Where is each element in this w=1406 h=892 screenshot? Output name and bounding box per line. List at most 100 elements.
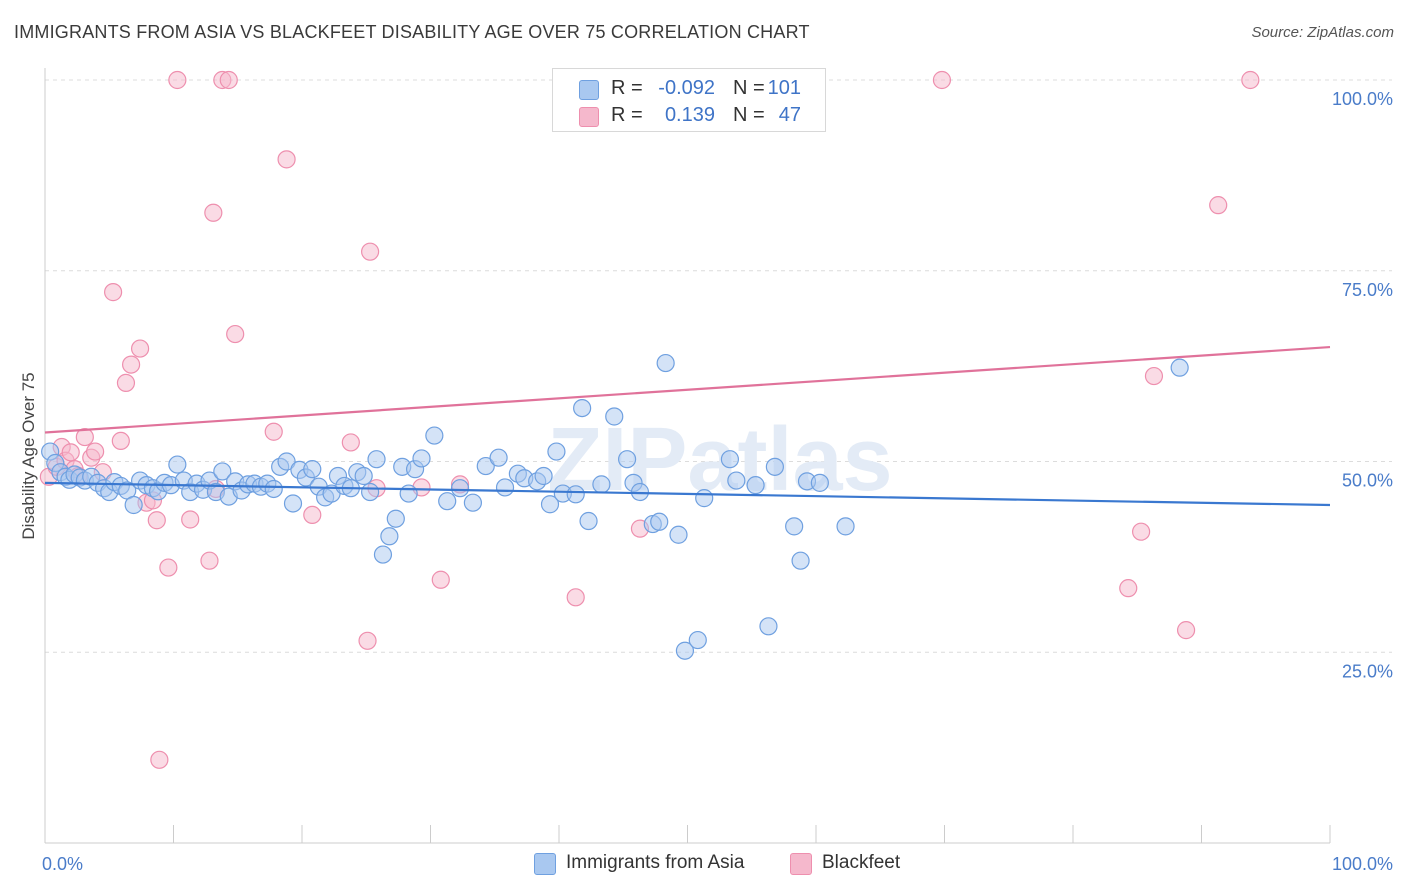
- trend-line: [44, 345, 1331, 434]
- scatter-point: [547, 442, 566, 461]
- scatter-point: [226, 324, 245, 344]
- gridlines: [45, 79, 1392, 653]
- scatter-point: [836, 517, 855, 536]
- bottom-legend-swatch-blackfeet: [790, 853, 812, 875]
- scatter-point: [540, 495, 560, 514]
- y-tick-label: 25.0%: [1342, 661, 1393, 681]
- scatter-point: [476, 456, 495, 476]
- scatter-point: [785, 517, 804, 536]
- scatter-point: [605, 407, 624, 426]
- scatter-point: [264, 479, 283, 499]
- scatter-point: [168, 70, 187, 90]
- scatter-point: [810, 473, 829, 492]
- scatter-point: [150, 750, 169, 769]
- scatter-point: [380, 527, 399, 546]
- bottom-legend-label-asia: Immigrants from Asia: [566, 852, 745, 873]
- legend-n-label: N =: [733, 104, 765, 126]
- scatter-point: [264, 422, 283, 441]
- scatter-point: [168, 455, 187, 474]
- bottom-legend-label-blackfeet: Blackfeet: [822, 852, 901, 873]
- scatter-point: [86, 442, 105, 461]
- scatter-point: [361, 242, 380, 261]
- source-label: Source: ZipAtlas.com: [1251, 24, 1394, 41]
- scatter-point: [566, 485, 585, 504]
- y-tick-labels: 25.0% 50.0% 75.0% 100.0%: [1332, 89, 1393, 681]
- scatter-point: [1132, 522, 1151, 541]
- trend-line: [44, 481, 1331, 507]
- scatter-point: [277, 150, 296, 169]
- legend-r-label: R =: [611, 104, 643, 126]
- scatter-point: [932, 70, 952, 90]
- scatter-point: [104, 283, 123, 302]
- legend-r-value: -0.092: [658, 77, 715, 99]
- scatter-point: [361, 482, 380, 502]
- scatter-point: [450, 479, 470, 498]
- x-tick-labels: 0.0% 100.0%: [42, 854, 1393, 874]
- scatter-point: [489, 448, 508, 467]
- scatter-point: [675, 641, 695, 660]
- scatter-point: [425, 426, 444, 445]
- scatter-point: [1209, 196, 1228, 215]
- scatter-point: [650, 512, 669, 531]
- scatter-point: [181, 510, 200, 529]
- scatter-point: [1144, 366, 1164, 386]
- legend-n-label: N =: [733, 77, 765, 99]
- scatter-point: [1170, 358, 1189, 377]
- scatter-point: [219, 70, 238, 90]
- scatter-point: [688, 630, 707, 650]
- scatter-point: [573, 398, 592, 418]
- scatter-point: [159, 558, 178, 577]
- scatter-point: [727, 471, 746, 490]
- x-tick-label: 0.0%: [42, 854, 83, 874]
- legend-swatch-asia: [579, 80, 599, 100]
- series-blackfeet: [39, 70, 1260, 769]
- scatter-point: [111, 431, 130, 450]
- scatter-point: [367, 450, 386, 469]
- scatter-point: [463, 493, 483, 512]
- scatter-point: [121, 355, 141, 374]
- scatter-point: [720, 450, 740, 469]
- scatter-point: [791, 551, 810, 570]
- scatter-point: [277, 452, 296, 471]
- scatter-point: [1241, 70, 1260, 90]
- y-axis-label: Disability Age Over 75: [19, 372, 38, 539]
- scatter-point: [130, 339, 150, 358]
- series-immigrants-from-asia: [41, 353, 1189, 660]
- scatter-point: [534, 466, 553, 486]
- scatter-point: [75, 427, 94, 447]
- scatter-point: [566, 588, 585, 607]
- legend-n-value: 101: [767, 77, 801, 99]
- scatter-point: [746, 476, 765, 495]
- y-tick-label: 100.0%: [1332, 89, 1393, 109]
- scatter-point: [669, 525, 688, 544]
- scatter-point: [124, 495, 143, 515]
- scatter-point: [1176, 621, 1196, 640]
- y-tick-label: 50.0%: [1342, 471, 1393, 491]
- scatter-point: [358, 631, 377, 650]
- legend-row-asia: R = -0.092 N = 101: [553, 75, 825, 101]
- chart-title: IMMIGRANTS FROM ASIA VS BLACKFEET DISABI…: [14, 22, 810, 42]
- scatter-point: [61, 443, 80, 462]
- scatter-point: [431, 570, 450, 589]
- scatter-point: [1119, 579, 1138, 598]
- legend-swatch-blackfeet: [579, 107, 599, 127]
- legend-r-value: 0.139: [664, 104, 715, 126]
- trend-lines: [44, 345, 1331, 507]
- scatter-point: [695, 489, 714, 508]
- y-tick-label: 75.0%: [1342, 280, 1393, 300]
- scatter-point: [386, 509, 405, 528]
- correlation-legend: R = -0.092 N = 101 R = 0.139 N = 47: [552, 68, 826, 132]
- scatter-point: [200, 551, 219, 570]
- scatter-point: [656, 353, 675, 373]
- scatter-point: [341, 433, 360, 452]
- scatter-point: [303, 460, 322, 479]
- scatter-point: [283, 494, 303, 513]
- scatter-point: [213, 462, 232, 481]
- scatter-point: [765, 457, 784, 476]
- legend-n-value: 47: [778, 104, 801, 126]
- legend-row-blackfeet: R = 0.139 N = 47: [553, 102, 825, 128]
- scatter-point: [116, 373, 136, 393]
- scatter-point: [618, 450, 637, 469]
- bottom-legend-swatch-asia: [534, 853, 556, 875]
